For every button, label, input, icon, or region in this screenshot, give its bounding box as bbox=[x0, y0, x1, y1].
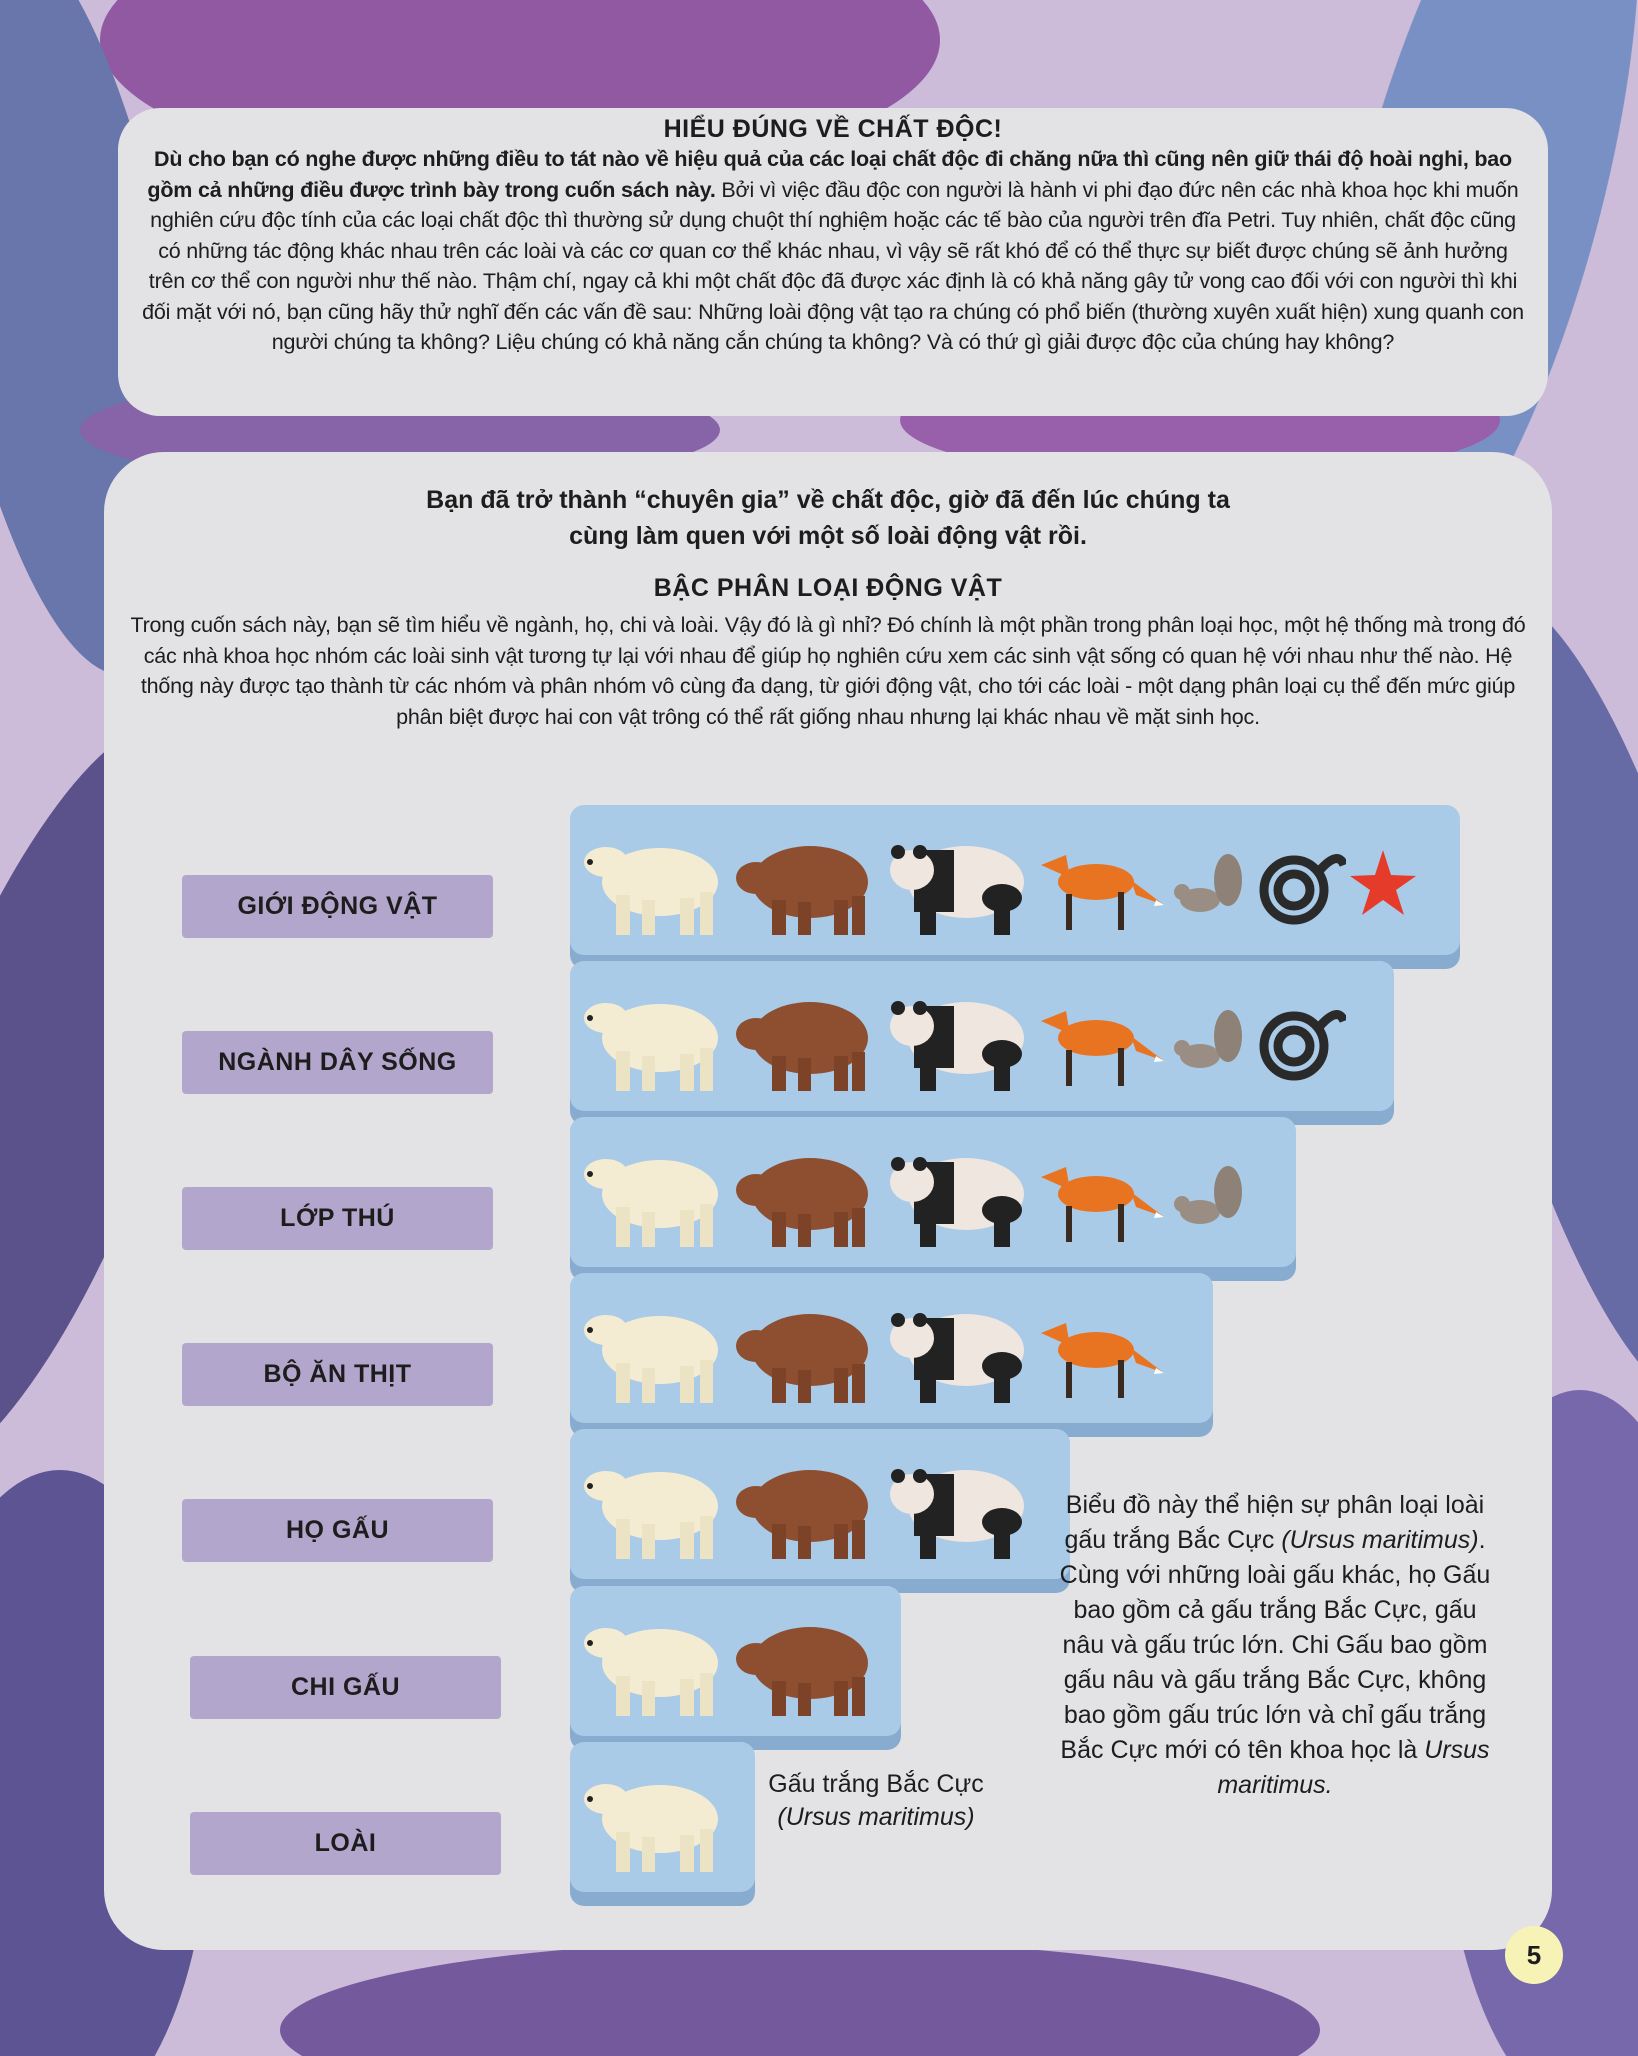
note-text: Biểu đồ này thể hiện sự phân loại loài g… bbox=[1064, 1491, 1485, 1554]
starfish-icon bbox=[1350, 850, 1416, 915]
taxonomy-label: HỌ GẤU bbox=[182, 1499, 493, 1562]
taxonomy-label: CHI GẤU bbox=[190, 1656, 501, 1719]
panda-icon bbox=[890, 845, 1024, 935]
brown-bear-icon bbox=[736, 1314, 868, 1403]
polar-bear-icon bbox=[584, 1784, 718, 1872]
fox-icon bbox=[1041, 855, 1164, 930]
notice-bold-lead: Dù cho bạn có nghe được những điều to tá… bbox=[147, 147, 1512, 202]
section-body: Trong cuốn sách này, bạn sẽ tìm hiểu về … bbox=[130, 613, 1526, 729]
squirrel-icon bbox=[1174, 854, 1242, 912]
fox-icon bbox=[1041, 1011, 1164, 1086]
taxonomy-label: LOÀI bbox=[190, 1812, 501, 1875]
diagram-note: Biểu đồ này thể hiện sự phân loại loài g… bbox=[1050, 1488, 1500, 1803]
panda-icon bbox=[890, 1157, 1024, 1247]
taxonomy-bar bbox=[570, 1273, 1213, 1423]
panda-icon bbox=[890, 1469, 1024, 1559]
polar-bear-icon bbox=[584, 1315, 718, 1403]
species-name: Gấu trắng Bắc Cực bbox=[768, 1770, 984, 1798]
notice-text: Bởi vì việc đầu độc con người là hành vi… bbox=[142, 177, 1524, 355]
note-text: . Cùng với những loài gấu khác, họ Gấu b… bbox=[1059, 1526, 1491, 1764]
taxonomy-bar bbox=[570, 1429, 1070, 1579]
polar-bear-icon bbox=[584, 1471, 718, 1559]
section-title: BẬC PHÂN LOẠI ĐỘNG VẬT bbox=[653, 574, 1003, 602]
polar-bear-icon bbox=[584, 1003, 718, 1091]
taxonomy-bar bbox=[570, 961, 1394, 1111]
taxonomy-label: NGÀNH DÂY SỐNG bbox=[182, 1031, 493, 1094]
page-number: 5 bbox=[1505, 1926, 1563, 1984]
snake-icon bbox=[1259, 854, 1346, 925]
panda-icon bbox=[890, 1313, 1024, 1403]
taxonomy-bar bbox=[570, 1586, 901, 1736]
intro-text: Bạn đã trở thành “chuyên gia” về chất độ… bbox=[104, 482, 1552, 554]
taxonomy-label: LỚP THÚ bbox=[182, 1187, 493, 1250]
note-latin: Ursus maritimus. bbox=[1217, 1736, 1490, 1799]
brown-bear-icon bbox=[736, 1470, 868, 1559]
panda-icon bbox=[890, 1001, 1024, 1091]
species-latin: (Ursus maritimus) bbox=[777, 1803, 975, 1831]
brown-bear-icon bbox=[736, 846, 868, 935]
taxonomy-bar bbox=[570, 805, 1460, 955]
brown-bear-icon bbox=[736, 1002, 868, 1091]
note-latin: (Ursus maritimus) bbox=[1281, 1526, 1479, 1554]
taxonomy-label: BỘ ĂN THỊT bbox=[182, 1343, 493, 1406]
intro-line: cùng làm quen với một số loài động vật r… bbox=[569, 522, 1087, 550]
poison-notice-panel: HIỂU ĐÚNG VỀ CHẤT ĐỘC! Dù cho bạn có ngh… bbox=[118, 108, 1548, 416]
squirrel-icon bbox=[1174, 1166, 1242, 1224]
polar-bear-icon bbox=[584, 847, 718, 935]
notice-body: Dù cho bạn có nghe được những điều to tá… bbox=[142, 144, 1524, 358]
taxonomy-label: GIỚI ĐỘNG VẬT bbox=[182, 875, 493, 938]
brown-bear-icon bbox=[736, 1158, 868, 1247]
fox-icon bbox=[1041, 1167, 1164, 1242]
brown-bear-icon bbox=[736, 1627, 868, 1716]
squirrel-icon bbox=[1174, 1010, 1242, 1068]
taxonomy-bar bbox=[570, 1742, 755, 1892]
species-caption: Gấu trắng Bắc Cực (Ursus maritimus) bbox=[756, 1768, 996, 1834]
snake-icon bbox=[1259, 1010, 1346, 1081]
polar-bear-icon bbox=[584, 1159, 718, 1247]
polar-bear-icon bbox=[584, 1628, 718, 1716]
fox-icon bbox=[1041, 1323, 1164, 1398]
taxonomy-bar bbox=[570, 1117, 1296, 1267]
notice-title: HIỂU ĐÚNG VỀ CHẤT ĐỘC! bbox=[663, 115, 1003, 143]
intro-line: Bạn đã trở thành “chuyên gia” về chất độ… bbox=[426, 486, 1230, 514]
